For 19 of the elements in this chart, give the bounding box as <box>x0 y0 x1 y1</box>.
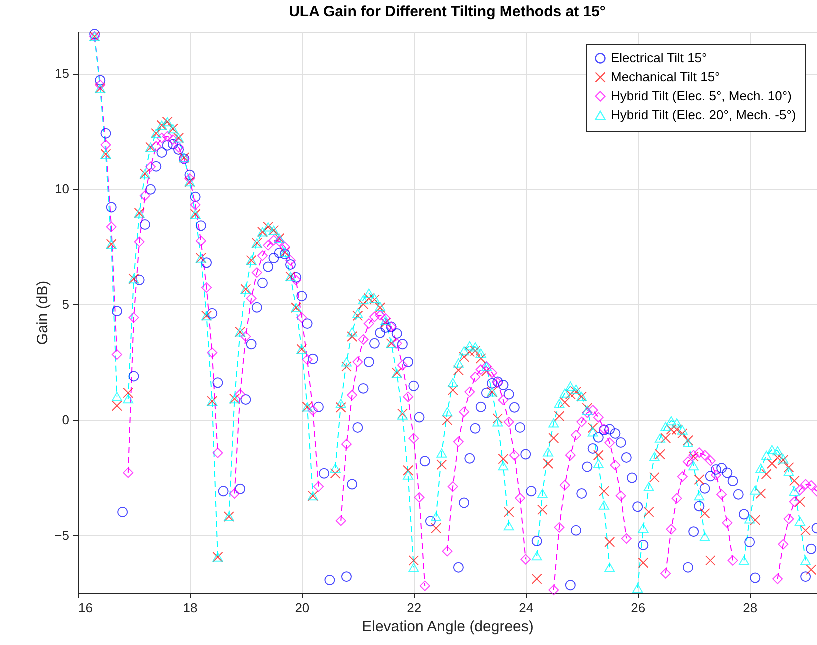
chart-title: ULA Gain for Different Tilting Methods at 15° <box>289 4 606 21</box>
legend-label: Mechanical Tilt 15° <box>611 70 720 84</box>
x-tick-label: 28 <box>743 600 758 616</box>
x-axis-title: Elevation Angle (degrees) <box>362 618 534 636</box>
x-tick-label: 22 <box>407 600 422 616</box>
x-tick-label: 26 <box>631 600 646 616</box>
y-tick-label: 5 <box>62 296 70 312</box>
x-tick-label: 18 <box>183 600 198 616</box>
y-tick-label: 15 <box>55 66 70 82</box>
x-tick-label: 20 <box>295 600 310 616</box>
y-axis-title: Gain (dB) <box>34 280 52 346</box>
x-tick-label: 16 <box>78 600 93 616</box>
y-tick-label: 10 <box>55 181 70 196</box>
legend-label: Hybrid Tilt (Elec. 5°, Mech. 10°) <box>611 88 792 104</box>
legend-label: Electrical Tilt 15° <box>611 50 708 66</box>
legend-label: Hybrid Tilt (Elec. 20°, Mech. -5°) <box>611 108 796 122</box>
x-tick-label: 24 <box>519 600 534 616</box>
y-tick-label: 0 <box>62 412 70 428</box>
y-tick-label: −5 <box>54 528 70 543</box>
